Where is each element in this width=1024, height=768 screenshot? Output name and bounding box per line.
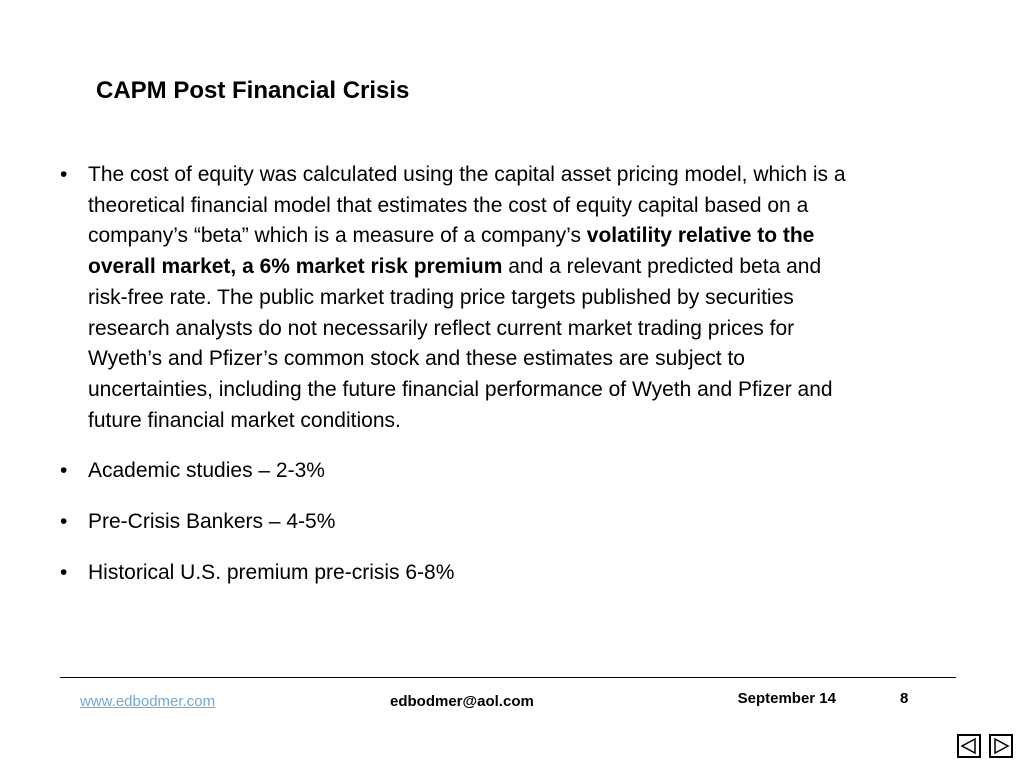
bullet-marker: •: [60, 510, 68, 534]
bullet-item-capm-description: • The cost of equity was calculated usin…: [60, 160, 862, 436]
footer-divider: [60, 677, 956, 678]
next-slide-button[interactable]: [989, 734, 1013, 758]
bullet-text: Pre-Crisis Bankers – 4-5%: [88, 510, 336, 534]
footer-email: edbodmer@aol.com: [390, 693, 534, 710]
bullet-text: Academic studies – 2-3%: [88, 459, 325, 483]
bullet-item-historical-premium: • Historical U.S. premium pre-crisis 6-8…: [60, 558, 860, 589]
bullet-marker: •: [60, 163, 68, 186]
footer-page-number: 8: [900, 690, 909, 707]
bullet-marker: •: [60, 560, 68, 584]
bullet-text-after: and a relevant predicted beta and risk-f…: [88, 255, 833, 432]
bullet-text-before: The cost of equity was calculated using …: [88, 163, 846, 248]
bullet-item-academic-studies: • Academic studies – 2-3%: [60, 456, 860, 487]
bullet-item-pre-crisis-bankers: • Pre-Crisis Bankers – 4-5%: [60, 507, 860, 538]
previous-slide-button[interactable]: [957, 734, 981, 758]
bullet-list: • The cost of equity was calculated usin…: [60, 160, 860, 608]
bullet-text: Historical U.S. premium pre-crisis 6-8%: [88, 560, 455, 584]
slide-title: CAPM Post Financial Crisis: [96, 77, 410, 104]
bullet-marker: •: [60, 459, 68, 483]
footer-date: September 14: [737, 690, 836, 707]
triangle-left-icon: [960, 737, 976, 755]
triangle-right-icon: [994, 737, 1010, 755]
bullet-text-bold: volatility relative to the overall marke…: [88, 224, 815, 279]
footer-website-link[interactable]: www.edbodmer.com: [80, 693, 216, 710]
